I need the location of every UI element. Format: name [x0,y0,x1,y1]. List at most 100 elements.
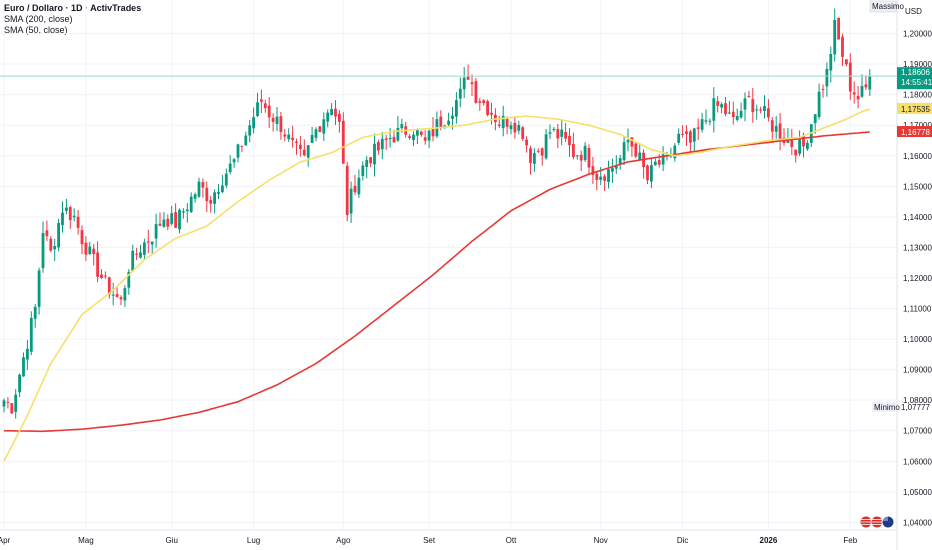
candle[interactable] [751,99,755,113]
candle[interactable] [369,157,372,164]
candle[interactable] [521,127,525,139]
candle[interactable] [474,81,478,103]
candle[interactable] [49,238,53,251]
candle[interactable] [400,124,404,129]
candle[interactable] [587,147,591,168]
candle[interactable] [591,166,595,175]
candle[interactable] [357,177,361,195]
candle[interactable] [544,134,548,159]
candle[interactable] [759,109,762,111]
candle[interactable] [646,165,649,181]
candle[interactable] [720,104,723,108]
candle[interactable] [634,143,638,157]
candle[interactable] [841,36,844,57]
candle[interactable] [127,271,131,288]
candle[interactable] [201,182,205,188]
candle[interactable] [178,209,181,230]
candle[interactable] [267,105,271,118]
candle[interactable] [111,294,115,296]
candle[interactable] [681,133,684,135]
candle[interactable] [37,270,41,307]
candle[interactable] [306,145,310,158]
candle[interactable] [291,137,294,141]
candle[interactable] [68,207,72,221]
candle[interactable] [299,144,302,149]
candle[interactable] [728,112,731,114]
candle[interactable] [568,135,571,146]
candle[interactable] [579,154,583,161]
candle[interactable] [221,185,224,193]
candle[interactable] [150,241,154,245]
candle[interactable] [747,96,751,98]
candle[interactable] [384,138,388,140]
candle[interactable] [486,101,489,115]
candle[interactable] [490,112,493,115]
candle[interactable] [412,134,415,141]
candle[interactable] [560,129,564,137]
candle[interactable] [517,125,521,131]
candle[interactable] [478,101,482,103]
candle[interactable] [392,136,396,143]
candle[interactable] [575,155,579,157]
candle[interactable] [692,128,696,142]
candle[interactable] [209,200,213,204]
candle[interactable] [458,88,462,99]
candle[interactable] [447,120,450,125]
candle[interactable] [806,142,809,149]
candle[interactable] [185,209,189,212]
candle[interactable] [813,114,817,124]
candle[interactable] [696,127,700,129]
candle[interactable] [423,137,427,141]
candle[interactable] [614,165,618,169]
candle[interactable] [650,165,653,182]
candle[interactable] [76,216,80,228]
candle[interactable] [673,145,677,159]
candle[interactable] [864,84,868,88]
candle[interactable] [564,132,567,139]
candle[interactable] [611,168,614,172]
candle[interactable] [338,113,341,122]
candle[interactable] [322,119,326,134]
candle[interactable] [252,117,255,129]
candle[interactable] [256,102,259,116]
candle[interactable] [501,115,505,129]
candle[interactable] [540,148,544,156]
candle[interactable] [154,224,158,239]
candle[interactable] [509,125,513,130]
candle[interactable] [260,99,263,102]
candle[interactable] [22,357,25,377]
candle[interactable] [677,133,681,143]
candle[interactable] [236,144,240,158]
candle[interactable] [396,128,400,141]
candle[interactable] [513,122,517,133]
candle[interactable] [213,192,216,204]
candle[interactable] [462,77,466,90]
candle[interactable] [470,82,474,85]
sma200-legend[interactable]: SMA (200, close) [4,14,73,24]
candle[interactable] [162,219,166,227]
candle[interactable] [466,76,470,80]
candle[interactable] [143,242,146,255]
candle[interactable] [341,120,345,164]
candle[interactable] [115,294,119,297]
candle[interactable] [794,149,798,156]
candle[interactable] [455,100,458,117]
candle[interactable] [302,149,306,156]
candle[interactable] [295,141,298,144]
candle[interactable] [174,212,177,228]
candle[interactable] [318,126,322,132]
candle[interactable] [244,135,248,146]
candle[interactable] [373,143,376,165]
candle[interactable] [833,20,837,55]
candle[interactable] [829,53,833,71]
candle[interactable] [716,101,720,106]
candle[interactable] [84,242,88,255]
candle[interactable] [88,246,92,254]
candle[interactable] [724,103,727,114]
candle[interactable] [61,212,64,226]
candle[interactable] [763,106,766,112]
candle[interactable] [6,401,10,403]
candle[interactable] [618,158,622,165]
candle[interactable] [104,275,107,277]
candle[interactable] [700,119,704,130]
